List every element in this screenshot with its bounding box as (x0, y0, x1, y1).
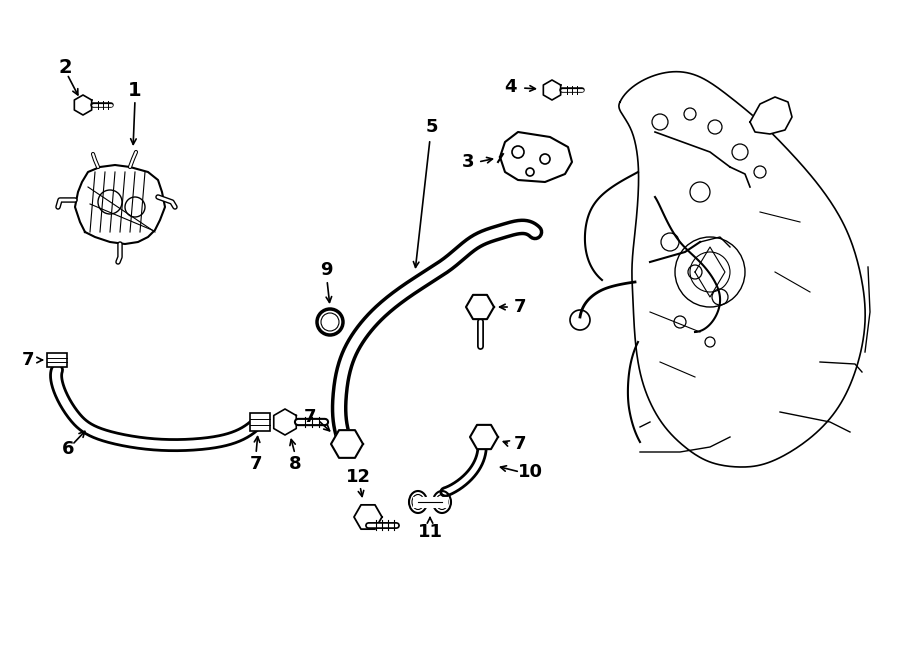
Text: 7: 7 (514, 298, 526, 316)
Text: 10: 10 (518, 463, 543, 481)
Text: 5: 5 (426, 118, 438, 136)
Polygon shape (619, 71, 865, 467)
Text: 1: 1 (128, 81, 142, 99)
Bar (250, 413, 270, 431)
Polygon shape (75, 95, 92, 115)
Polygon shape (354, 505, 382, 529)
Text: 2: 2 (58, 58, 72, 77)
Text: 12: 12 (346, 468, 371, 486)
Text: 6: 6 (62, 440, 75, 458)
Polygon shape (75, 165, 165, 244)
Polygon shape (750, 97, 792, 134)
Polygon shape (544, 80, 561, 100)
Text: 9: 9 (320, 261, 332, 279)
Text: 7: 7 (304, 408, 316, 426)
Polygon shape (470, 425, 498, 449)
Bar (47, 353, 67, 367)
Text: 8: 8 (289, 455, 302, 473)
Text: 7: 7 (250, 455, 262, 473)
Text: 7: 7 (22, 351, 34, 369)
Text: 4: 4 (504, 78, 517, 96)
Text: 11: 11 (418, 523, 443, 541)
Polygon shape (331, 430, 363, 458)
Polygon shape (500, 132, 572, 182)
Text: 3: 3 (462, 153, 474, 171)
Text: 7: 7 (514, 435, 526, 453)
Polygon shape (274, 409, 296, 435)
Polygon shape (466, 295, 494, 319)
